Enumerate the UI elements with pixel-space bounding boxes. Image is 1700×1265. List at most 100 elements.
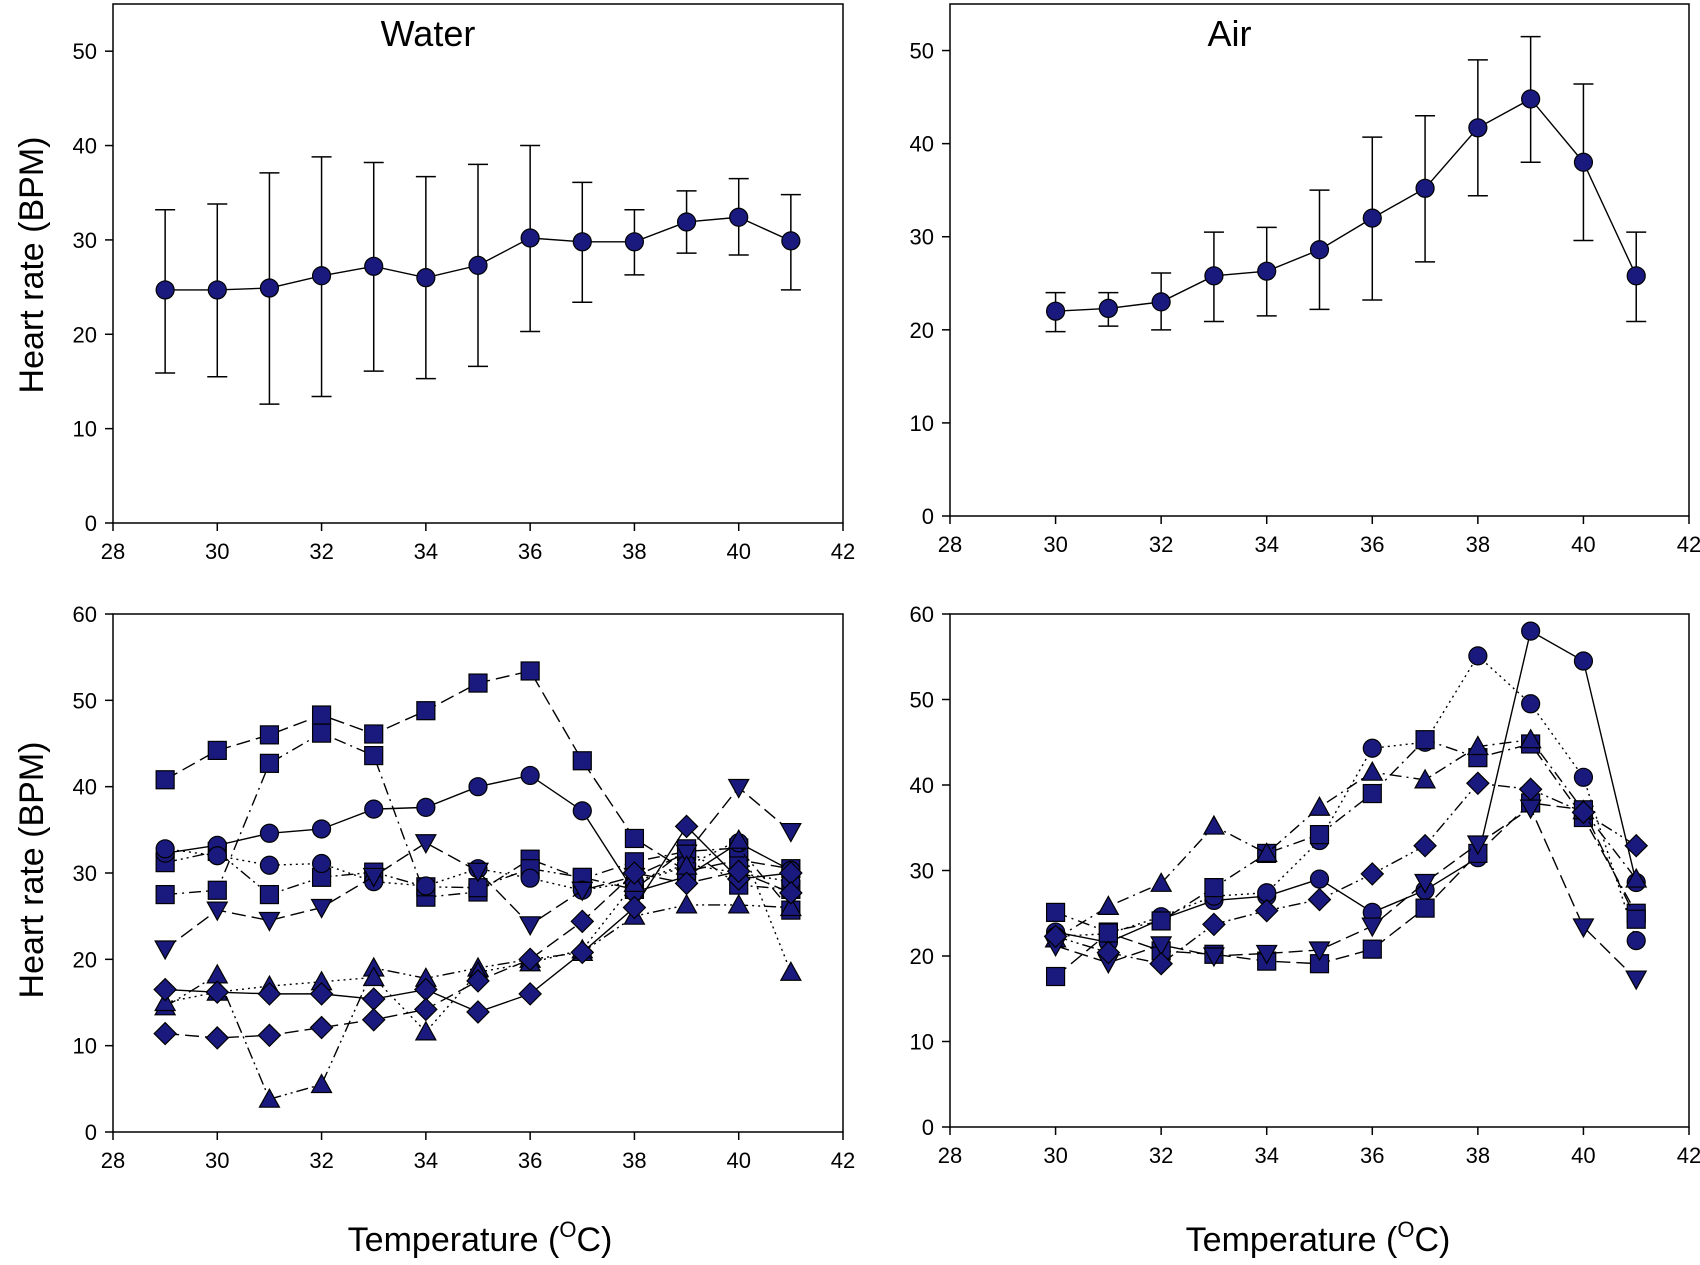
data-point — [518, 982, 542, 1006]
data-point — [1202, 814, 1225, 835]
x-tick-label: 28 — [938, 1143, 962, 1168]
data-point — [155, 280, 175, 300]
x-axis-title-right-sup: O — [1397, 1217, 1414, 1242]
x-axis-title-left-end: C) — [576, 1221, 612, 1259]
x-tick-label: 34 — [414, 539, 438, 564]
data-point — [779, 961, 802, 981]
data-point — [675, 893, 698, 914]
y-tick-label: 20 — [910, 318, 934, 343]
x-axis-title-right-end: C) — [1414, 1221, 1450, 1259]
data-point — [155, 839, 175, 859]
data-point — [519, 916, 542, 937]
data-point — [1415, 178, 1435, 198]
data-point — [727, 778, 750, 799]
data-point — [1257, 261, 1277, 281]
data-point — [675, 844, 698, 865]
data-point — [1413, 833, 1437, 858]
y-tick-label: 20 — [910, 944, 934, 969]
data-point — [1573, 651, 1594, 671]
data-point — [468, 255, 488, 275]
x-tick-label: 34 — [414, 1148, 438, 1173]
y-tick-label: 10 — [73, 417, 97, 442]
data-point — [259, 753, 280, 773]
data-point — [1151, 292, 1171, 312]
data-point — [1255, 944, 1278, 965]
x-tick-label: 30 — [205, 539, 229, 564]
data-point — [259, 278, 280, 298]
data-point — [1309, 824, 1330, 845]
x-tick-label: 40 — [1571, 1143, 1595, 1168]
data-point — [1466, 771, 1490, 796]
data-point — [364, 799, 384, 819]
data-point — [1573, 767, 1594, 787]
x-tick-label: 32 — [1149, 1143, 1173, 1168]
y-tick-label: 20 — [73, 322, 97, 347]
y-axis-title-bottom: Heart rate (BPM) — [13, 742, 51, 999]
data-point — [1254, 898, 1279, 923]
y-tick-label: 30 — [73, 861, 97, 886]
data-point — [674, 814, 699, 839]
x-axis-title-left-main: Temperature ( — [348, 1221, 560, 1259]
data-point — [154, 940, 177, 961]
x-tick-label: 40 — [1571, 532, 1595, 557]
data-point — [1572, 918, 1595, 939]
data-point — [571, 881, 594, 902]
x-axis-title-right-main: Temperature ( — [1186, 1221, 1398, 1259]
x-tick-label: 36 — [1360, 532, 1384, 557]
series-mean — [1045, 35, 1647, 333]
x-tick-label: 34 — [1254, 1143, 1278, 1168]
data-point — [207, 740, 227, 761]
data-point — [414, 1020, 437, 1041]
series-individual-7 — [1043, 771, 1649, 976]
data-point — [206, 901, 229, 922]
data-point — [520, 661, 540, 681]
data-point — [205, 1026, 230, 1050]
data-point — [414, 997, 438, 1022]
data-point — [1045, 301, 1066, 321]
x-tick-label: 42 — [1677, 1143, 1700, 1168]
data-point — [1521, 89, 1541, 109]
data-point — [1096, 940, 1121, 965]
data-point — [622, 895, 647, 920]
data-point — [1362, 939, 1382, 959]
data-point — [1361, 917, 1384, 938]
data-point — [257, 982, 282, 1006]
data-point — [259, 884, 280, 905]
data-point — [727, 893, 750, 914]
data-point — [779, 822, 802, 843]
data-point — [154, 991, 177, 1012]
y-tick-label: 50 — [73, 39, 97, 64]
data-point — [518, 947, 542, 972]
data-point — [362, 966, 385, 987]
panel-title: Air — [1208, 13, 1252, 54]
data-point — [258, 1087, 281, 1108]
data-point — [624, 232, 645, 252]
x-tick-label: 30 — [205, 1148, 229, 1173]
y-tick-label: 30 — [73, 228, 97, 253]
x-tick-label: 28 — [101, 1148, 125, 1173]
data-point — [1626, 931, 1646, 951]
data-point — [1414, 768, 1437, 789]
air-individuals-panel: 28 30 32 34 36 38 40 42 0 10 20 30 40 50 60 — [910, 602, 1700, 1168]
plot-frame — [112, 3, 844, 524]
y-tick-label: 60 — [910, 602, 934, 627]
data-point — [311, 705, 332, 725]
y-tick-label: 50 — [910, 688, 934, 713]
data-point — [1098, 923, 1118, 943]
data-point — [153, 1021, 177, 1046]
series-individual-10 — [153, 859, 803, 1050]
data-point — [466, 1000, 490, 1024]
data-point — [1308, 795, 1331, 816]
data-point — [311, 819, 332, 839]
x-tick-label: 30 — [1043, 532, 1067, 557]
data-point — [1202, 912, 1226, 937]
data-point — [1309, 869, 1330, 889]
data-point — [570, 940, 595, 965]
data-point — [1414, 873, 1437, 894]
data-point — [1573, 152, 1594, 172]
data-point — [1362, 783, 1382, 804]
data-point — [1361, 760, 1384, 781]
data-point — [1466, 835, 1489, 856]
data-point — [309, 982, 334, 1006]
